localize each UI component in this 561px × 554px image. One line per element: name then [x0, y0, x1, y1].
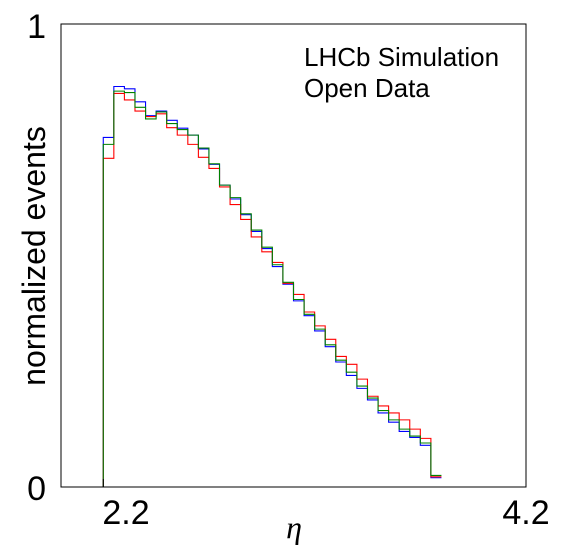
annotation-lhcb-simulation: LHCb Simulation — [304, 42, 499, 72]
y-tick-label-bottom: 0 — [27, 470, 46, 508]
plot-frame — [60, 23, 527, 488]
series-layer — [82, 85, 442, 488]
annotation-open-data: Open Data — [304, 73, 430, 103]
x-tick-label-right: 4.2 — [502, 494, 549, 532]
x-axis-label: η — [286, 509, 302, 545]
ticks-layer — [61, 23, 527, 488]
histogram-series-2 — [82, 90, 442, 488]
y-tick-label-top: 1 — [27, 8, 46, 46]
histogram-series-1 — [82, 92, 442, 488]
histogram-series-0 — [82, 85, 442, 488]
y-axis-label: normalized events — [16, 126, 52, 386]
x-tick-label-left: 2.2 — [102, 494, 149, 532]
